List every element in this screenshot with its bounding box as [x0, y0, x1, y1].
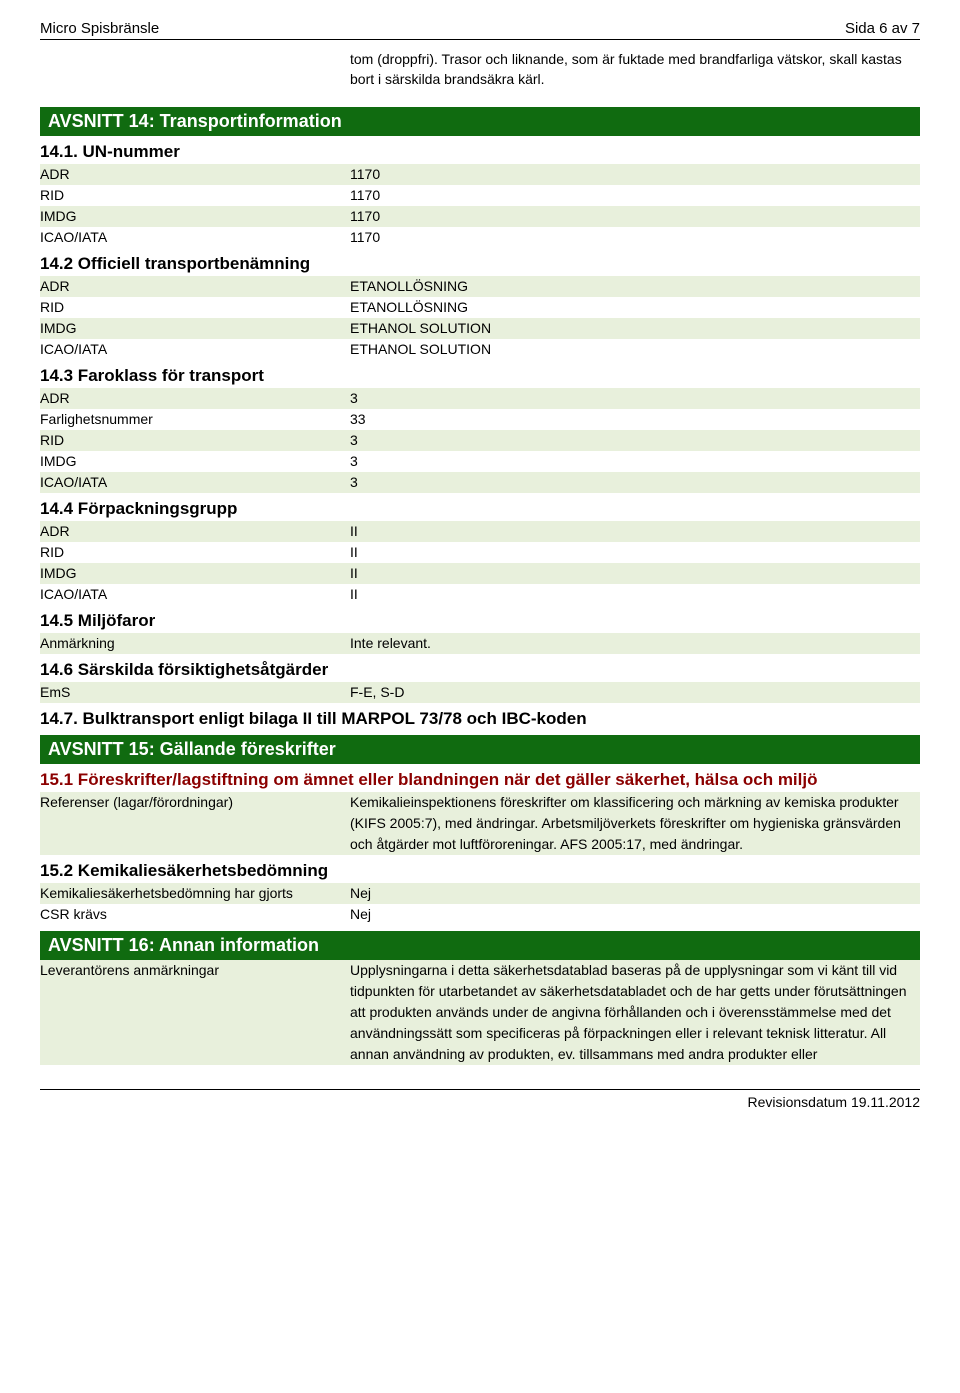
row-value: 1170: [350, 185, 920, 206]
row-value: II: [350, 563, 920, 584]
row-value: 33: [350, 409, 920, 430]
table-row: ADR1170: [40, 164, 920, 185]
row-value: II: [350, 521, 920, 542]
row-value: 3: [350, 430, 920, 451]
row-value: II: [350, 542, 920, 563]
heading-14-4: 14.4 Förpackningsgrupp: [40, 499, 920, 519]
table-row: CSR krävsNej: [40, 904, 920, 925]
table-row: RIDETANOLLÖSNING: [40, 297, 920, 318]
page-footer: Revisionsdatum 19.11.2012: [40, 1089, 920, 1110]
row-value: ETHANOL SOLUTION: [350, 339, 920, 360]
row-value: 1170: [350, 164, 920, 185]
heading-14-6: 14.6 Särskilda försiktighetsåtgärder: [40, 660, 920, 680]
table-row: ICAO/IATAETHANOL SOLUTION: [40, 339, 920, 360]
row-value: ETANOLLÖSNING: [350, 276, 920, 297]
table-row: RID1170: [40, 185, 920, 206]
heading-14-7: 14.7. Bulktransport enligt bilaga II til…: [40, 709, 920, 729]
row-value: II: [350, 584, 920, 605]
row-value: Kemikalieinspektionens föreskrifter om k…: [350, 792, 920, 855]
revision-date: Revisionsdatum 19.11.2012: [747, 1094, 920, 1110]
row-key: EmS: [40, 682, 350, 703]
row-key: IMDG: [40, 563, 350, 584]
row-value: Upplysningarna i detta säkerhetsdatablad…: [350, 960, 920, 1065]
row-key: ICAO/IATA: [40, 584, 350, 605]
section-14-bar: AVSNITT 14: Transportinformation: [40, 107, 920, 136]
row-key: ICAO/IATA: [40, 339, 350, 360]
heading-15-2: 15.2 Kemikaliesäkerhetsbedömning: [40, 861, 920, 881]
row-key: RID: [40, 185, 350, 206]
section-15-bar: AVSNITT 15: Gällande föreskrifter: [40, 735, 920, 764]
row-key: IMDG: [40, 451, 350, 472]
page-number: Sida 6 av 7: [845, 20, 920, 37]
row-key: Referenser (lagar/förordningar): [40, 792, 350, 855]
row-value: ETANOLLÖSNING: [350, 297, 920, 318]
row-key: IMDG: [40, 318, 350, 339]
row-value: 3: [350, 472, 920, 493]
table-row: RIDII: [40, 542, 920, 563]
row-key: RID: [40, 542, 350, 563]
row-key: ADR: [40, 521, 350, 542]
row-value: 3: [350, 388, 920, 409]
table-row: IMDG1170: [40, 206, 920, 227]
row-key: IMDG: [40, 206, 350, 227]
table-row: Farlighetsnummer33: [40, 409, 920, 430]
table-row: IMDG3: [40, 451, 920, 472]
row-key: RID: [40, 430, 350, 451]
row-key: CSR krävs: [40, 904, 350, 925]
row-key: Farlighetsnummer: [40, 409, 350, 430]
table-row: Referenser (lagar/förordningar)Kemikalie…: [40, 792, 920, 855]
row-value: 3: [350, 451, 920, 472]
table-row: EmSF-E, S-D: [40, 682, 920, 703]
table-row: ADR3: [40, 388, 920, 409]
table-row: ADRII: [40, 521, 920, 542]
table-row: Kemikaliesäkerhetsbedömning har gjortsNe…: [40, 883, 920, 904]
table-row: RID3: [40, 430, 920, 451]
table-row: AnmärkningInte relevant.: [40, 633, 920, 654]
row-key: Kemikaliesäkerhetsbedömning har gjorts: [40, 883, 350, 904]
row-key: Leverantörens anmärkningar: [40, 960, 350, 1065]
table-row: ICAO/IATA1170: [40, 227, 920, 248]
row-value: Nej: [350, 883, 920, 904]
product-name: Micro Spisbränsle: [40, 20, 159, 37]
heading-15-1: 15.1 Föreskrifter/lagstiftning om ämnet …: [40, 770, 920, 790]
table-row: ICAO/IATAII: [40, 584, 920, 605]
table-row: ICAO/IATA3: [40, 472, 920, 493]
row-value: Nej: [350, 904, 920, 925]
intro-paragraph: tom (droppfri). Trasor och liknande, som…: [350, 50, 920, 89]
table-row: IMDGETHANOL SOLUTION: [40, 318, 920, 339]
row-key: Anmärkning: [40, 633, 350, 654]
row-key: ICAO/IATA: [40, 472, 350, 493]
section-16-bar: AVSNITT 16: Annan information: [40, 931, 920, 960]
row-value: 1170: [350, 227, 920, 248]
row-key: ADR: [40, 164, 350, 185]
row-key: ICAO/IATA: [40, 227, 350, 248]
page-header: Micro Spisbränsle Sida 6 av 7: [40, 20, 920, 40]
heading-14-1: 14.1. UN-nummer: [40, 142, 920, 162]
heading-14-2: 14.2 Officiell transportbenämning: [40, 254, 920, 274]
row-key: ADR: [40, 276, 350, 297]
heading-14-5: 14.5 Miljöfaror: [40, 611, 920, 631]
row-value: ETHANOL SOLUTION: [350, 318, 920, 339]
heading-14-3: 14.3 Faroklass för transport: [40, 366, 920, 386]
table-row: ADRETANOLLÖSNING: [40, 276, 920, 297]
row-key: RID: [40, 297, 350, 318]
row-key: ADR: [40, 388, 350, 409]
row-value: 1170: [350, 206, 920, 227]
row-value: F-E, S-D: [350, 682, 920, 703]
table-row: Leverantörens anmärkningarUpplysningarna…: [40, 960, 920, 1065]
row-value: Inte relevant.: [350, 633, 920, 654]
table-row: IMDGII: [40, 563, 920, 584]
